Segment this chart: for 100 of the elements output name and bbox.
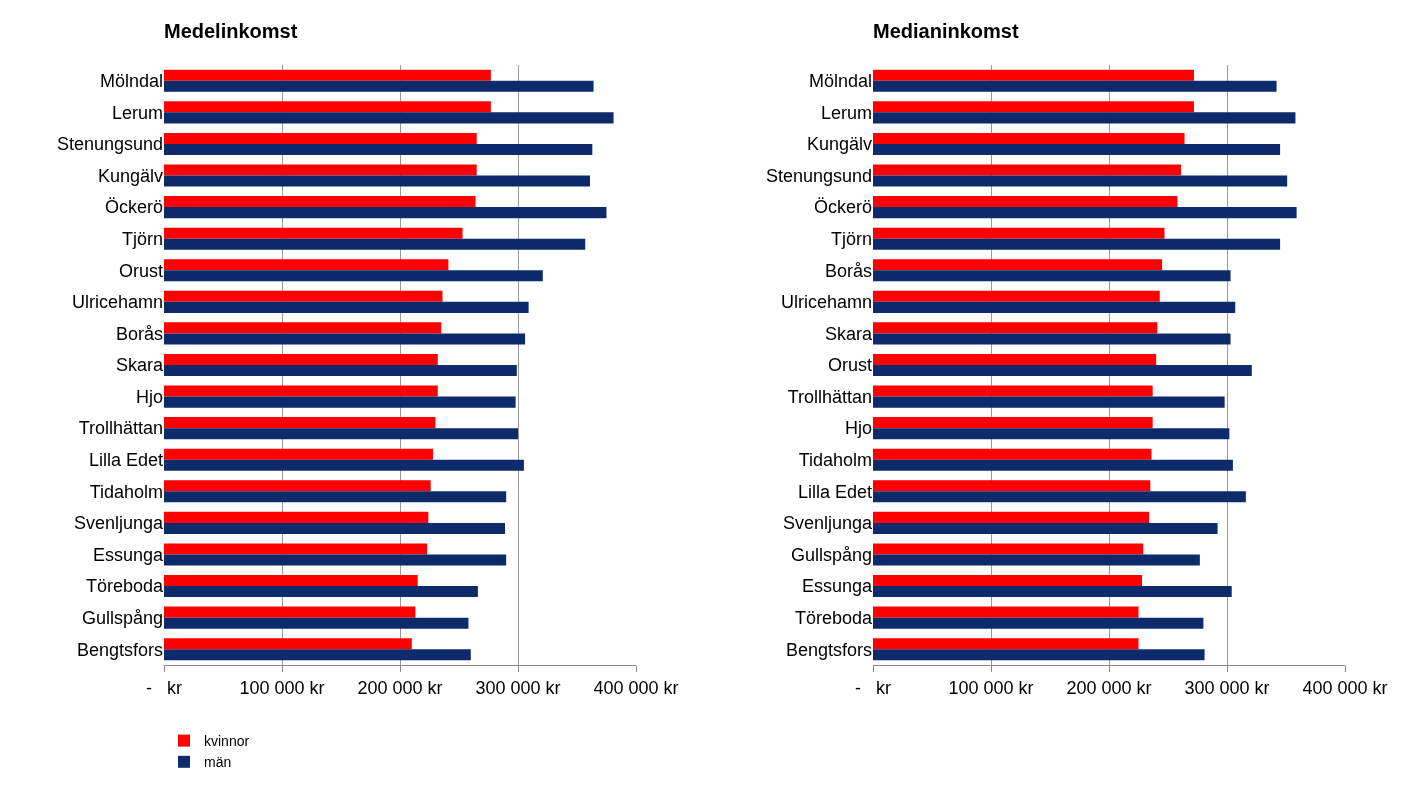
bar [164,207,607,219]
y-tick-label: Tjörn [121,228,163,249]
bar [873,207,1297,219]
y-tick-label: Lilla Edet [88,450,163,471]
y-tick-label: Svenljunga [782,513,873,534]
bar [873,69,1194,81]
bar [164,270,543,282]
y-tick-label: Borås [824,260,872,281]
bar [164,164,477,176]
bar [873,649,1205,661]
bar [164,638,412,650]
bar [164,575,418,587]
bar [164,290,443,302]
y-tick-label: Hjo [844,418,872,439]
bar [873,164,1181,176]
bar [164,417,436,429]
bar [873,511,1150,523]
y-tick-label: Töreboda [794,607,873,628]
bar [873,196,1178,208]
bar [164,143,593,155]
bar [873,238,1281,250]
bar [164,480,431,492]
bar [873,396,1225,408]
bar [873,353,1157,365]
y-tick-label: Gullspång [790,544,872,565]
bar [164,238,586,250]
y-tick-label: Tidaholm [89,481,163,502]
y-tick-label: Stenungsund [765,165,872,186]
x-tick-label: 100 000 kr [948,677,1034,698]
bar [873,270,1231,282]
y-tick-label: Ulricehamn [780,292,872,313]
bar [873,101,1194,113]
bar [873,365,1252,377]
y-tick-label: Lerum [820,102,872,123]
y-tick-label: Bengtsfors [76,639,163,660]
bar [164,132,477,144]
y-tick-label: Stenungsund [56,134,163,155]
bar [873,575,1143,587]
bar [164,385,438,397]
y-tick-label: Hjo [135,386,163,407]
bar [873,175,1288,187]
x-tick-label: 300 000 kr [475,677,561,698]
bar [873,80,1277,92]
bar [164,101,491,113]
x-tick-label: 100 000 kr [239,677,325,698]
y-tick-label: Trollhättan [78,418,163,439]
y-tick-label: Borås [115,323,163,344]
bar [164,227,463,239]
bar [164,511,429,523]
bar [873,554,1200,566]
bar [164,196,476,208]
bar [873,259,1163,271]
bar [164,175,590,187]
y-tick-label: Tjörn [830,228,872,249]
bar [164,365,517,377]
y-tick-label: Skara [824,323,873,344]
bar [873,385,1153,397]
bar [164,69,491,81]
bar [164,586,478,598]
bar [873,428,1230,440]
bar [164,617,469,629]
bar [164,543,428,555]
x-tick-label: 300 000 kr [1184,677,1270,698]
x-tick-label: 400 000 kr [1302,677,1388,698]
bar [873,586,1232,598]
bar [873,480,1151,492]
bar [873,617,1204,629]
bar [164,80,594,92]
bar [873,301,1236,313]
bar [873,448,1152,460]
bar [164,112,614,124]
y-tick-label: Öckerö [813,197,872,218]
y-tick-label: Töreboda [85,576,164,597]
y-tick-label: Orust [118,260,163,281]
bar [873,543,1144,555]
x-tick-label: 400 000 kr [593,677,679,698]
y-tick-label: Svenljunga [73,513,164,534]
y-tick-label: Trollhättan [787,386,872,407]
bar [873,290,1160,302]
y-tick-label: Tidaholm [798,450,872,471]
bar [873,112,1296,124]
bar [164,396,516,408]
y-tick-label: Kungälv [97,165,163,186]
x-tick-label: 200 000 kr [1066,677,1152,698]
bar [164,322,442,334]
y-tick-label: Essunga [801,576,873,597]
bar [164,259,449,271]
y-tick-label: Öckerö [104,197,163,218]
bar [164,491,507,503]
bar [164,333,526,345]
bar [873,417,1153,429]
y-tick-label: Bengtsfors [785,639,872,660]
bar [873,459,1233,471]
bar [164,459,524,471]
y-tick-label: Lerum [111,102,163,123]
bar [164,606,416,618]
y-tick-label: Lilla Edet [797,481,872,502]
y-tick-label: Kungälv [806,134,872,155]
bar [164,428,518,440]
bar [164,554,507,566]
